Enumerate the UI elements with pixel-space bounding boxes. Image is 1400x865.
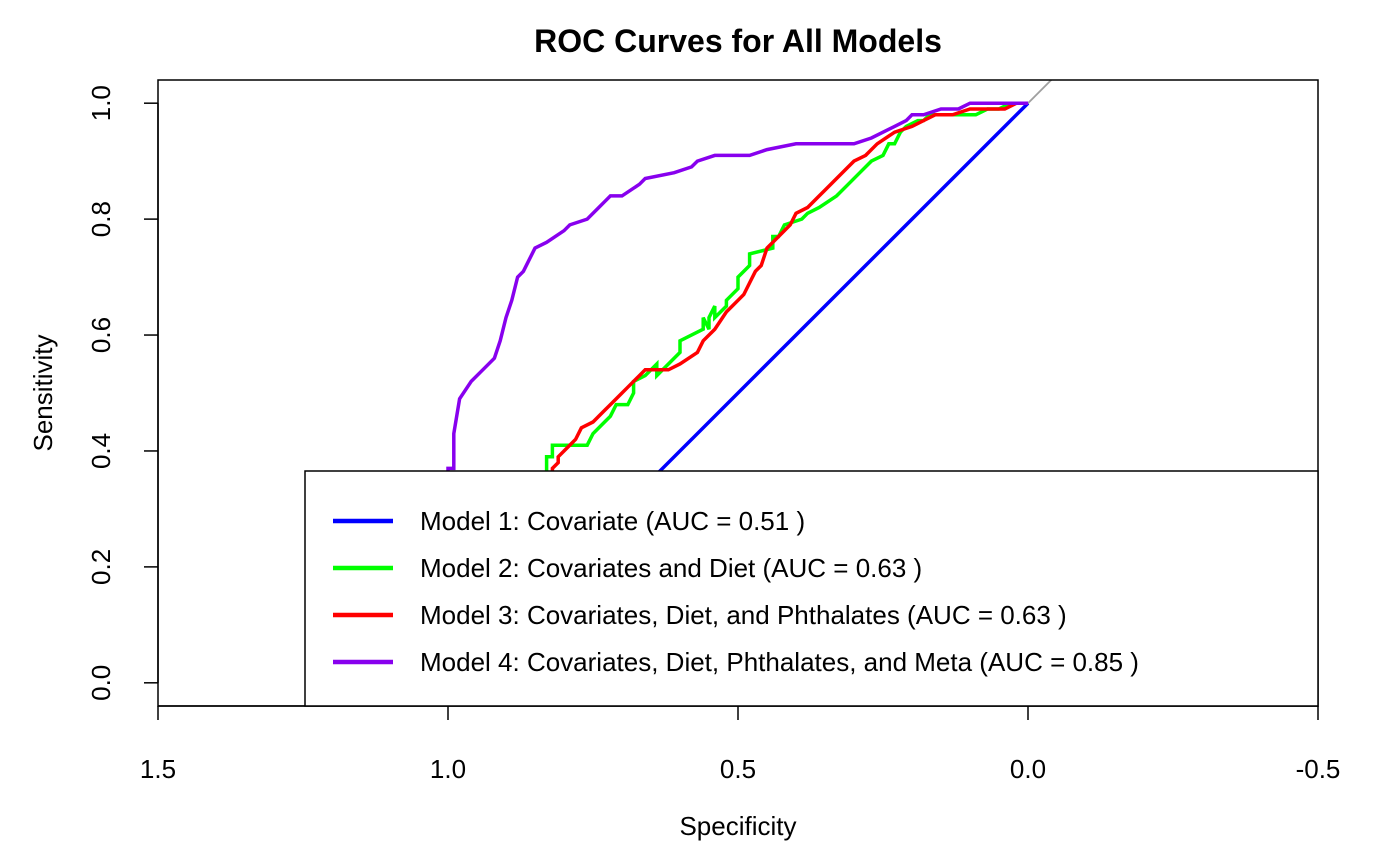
y-axis: 0.0 0.2 0.4 0.6 0.8 1.0 — [86, 85, 159, 701]
x-tick-label: 0.0 — [1010, 754, 1046, 784]
x-axis: 1.5 1.0 0.5 0.0 -0.5 — [140, 705, 1341, 784]
y-tick-label: 0.4 — [86, 433, 116, 469]
y-tick-label: 0.6 — [86, 317, 116, 353]
legend-label-4: Model 4: Covariates, Diet, Phthalates, a… — [420, 647, 1139, 677]
y-tick-label: 0.0 — [86, 665, 116, 701]
legend-box — [304, 470, 1319, 707]
y-tick-label: 1.0 — [86, 85, 116, 121]
x-tick-label: 0.5 — [720, 754, 756, 784]
legend: Model 1: Covariate (AUC = 0.51 ) Model 2:… — [304, 470, 1319, 707]
y-axis-label: Sensitivity — [28, 334, 58, 451]
legend-label-3: Model 3: Covariates, Diet, and Phthalate… — [420, 600, 1067, 630]
chart-title: ROC Curves for All Models — [534, 23, 942, 59]
legend-label-1: Model 1: Covariate (AUC = 0.51 ) — [420, 506, 805, 536]
roc-series-4-line — [446, 101, 1028, 683]
roc-series-3-line — [446, 101, 1028, 683]
y-tick-label: 0.2 — [86, 549, 116, 585]
y-tick-label: 0.8 — [86, 201, 116, 237]
x-axis-label: Specificity — [679, 811, 796, 841]
x-tick-label: 1.5 — [140, 754, 176, 784]
x-tick-label: -0.5 — [1296, 754, 1341, 784]
legend-label-2: Model 2: Covariates and Diet (AUC = 0.63… — [420, 553, 922, 583]
x-tick-label: 1.0 — [430, 754, 466, 784]
